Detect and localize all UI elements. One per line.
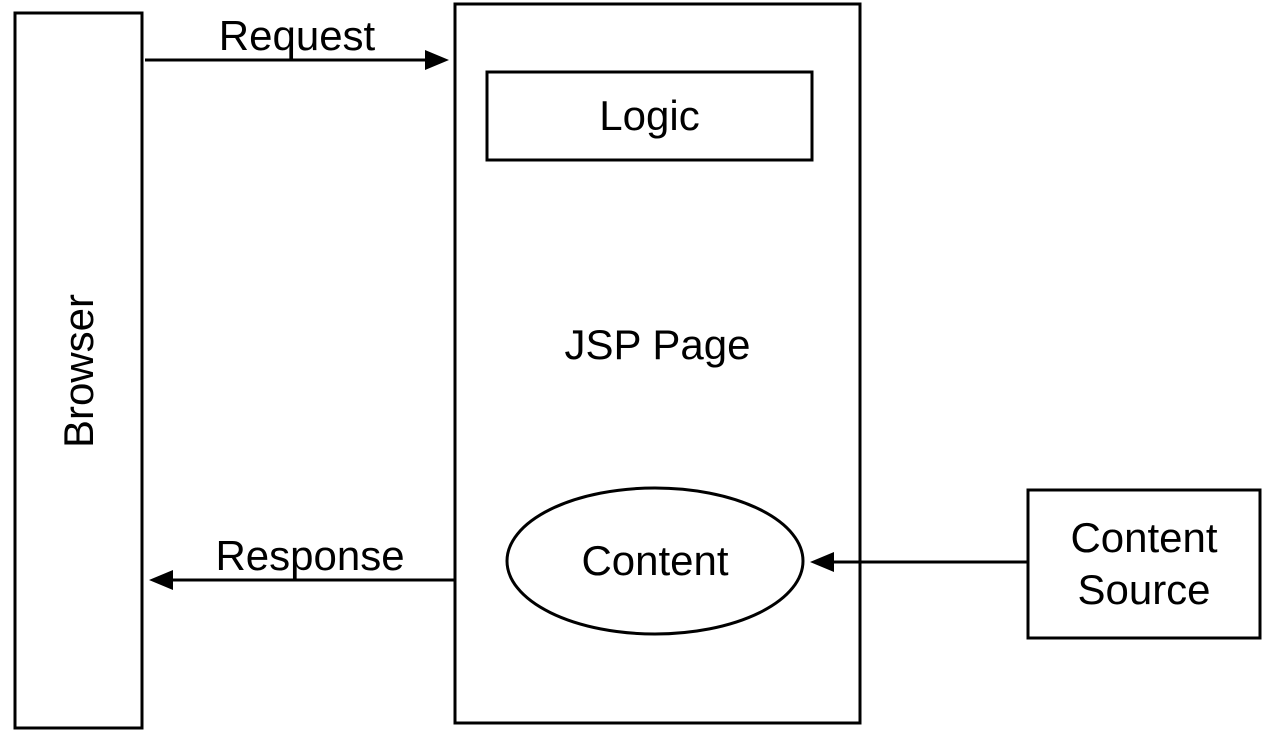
content-source-label-1: Content bbox=[1070, 514, 1217, 562]
jsp-page-label: JSP Page bbox=[564, 321, 750, 369]
request-arrow-arrowhead-icon bbox=[425, 50, 449, 70]
content-source-label-2: Source bbox=[1077, 566, 1210, 614]
content-feed-arrow-arrowhead-icon bbox=[810, 552, 834, 572]
request-label: Request bbox=[219, 12, 375, 60]
jsp-architecture-diagram: BrowserJSP PageLogicContentContentSource… bbox=[0, 0, 1280, 747]
content-label: Content bbox=[581, 537, 728, 585]
content-source-box bbox=[1028, 490, 1260, 638]
response-label: Response bbox=[215, 532, 404, 580]
response-arrow-arrowhead-icon bbox=[149, 570, 173, 590]
logic-label: Logic bbox=[599, 92, 699, 140]
browser-label: Browser bbox=[55, 293, 103, 447]
